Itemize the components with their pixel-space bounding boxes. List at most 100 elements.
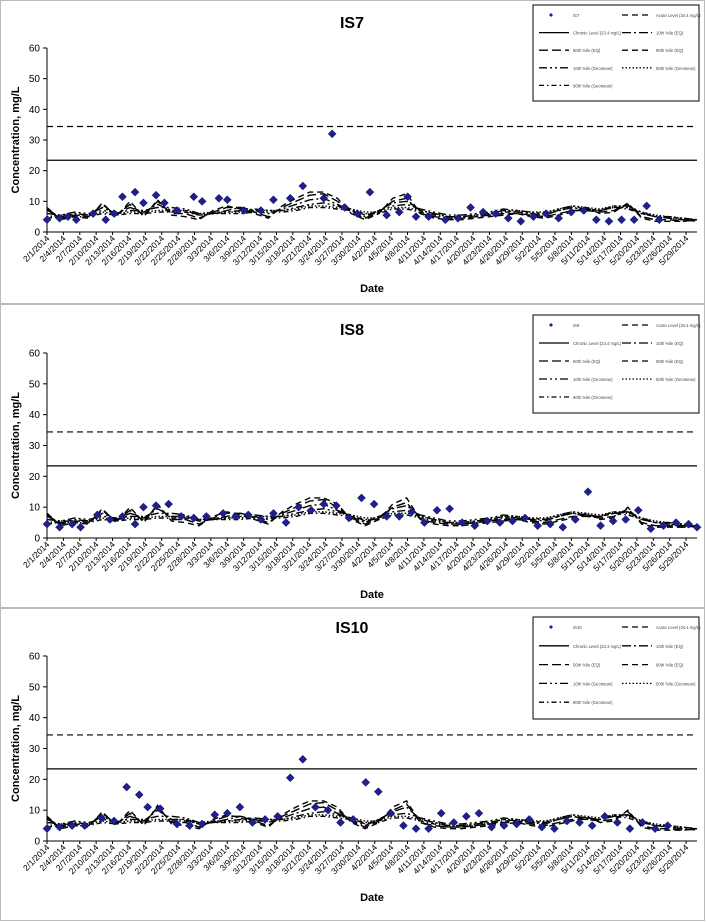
- x-axis-label: Date: [360, 892, 384, 904]
- observed-point: [646, 524, 656, 534]
- observed-point: [151, 190, 161, 200]
- observed-point: [235, 802, 245, 812]
- observed-point: [67, 821, 77, 830]
- observed-point: [197, 196, 207, 206]
- y-tick-label: 60: [29, 652, 41, 663]
- observed-point: [487, 822, 496, 832]
- observed-point: [617, 215, 626, 225]
- observed-point: [42, 824, 52, 834]
- chart-title: IS8: [340, 322, 364, 339]
- observed-point: [470, 521, 480, 531]
- observed-point: [508, 516, 517, 526]
- y-axis-label: Concentration, mg/L: [10, 86, 22, 193]
- observed-point: [134, 790, 144, 800]
- observed-point: [151, 501, 161, 510]
- observed-point: [382, 512, 392, 521]
- observed-point: [256, 206, 266, 215]
- observed-point: [663, 821, 672, 830]
- observed-point: [629, 215, 639, 225]
- observed-point: [269, 508, 278, 518]
- observed-point: [466, 203, 475, 212]
- legend-label: 50th %ile (Geomean): [656, 681, 696, 686]
- observed-point: [298, 754, 308, 764]
- y-tick-label: 40: [29, 105, 41, 116]
- observed-point: [239, 206, 249, 215]
- observed-point: [558, 522, 568, 532]
- legend-label: 50th %ile (EQ): [573, 663, 601, 668]
- observed-point: [189, 192, 199, 202]
- observed-point: [403, 192, 412, 202]
- observed-point: [256, 515, 266, 524]
- chart-panel-is8: IS8 0 10 20 30 40 50 60 Concentration, mg/L 2/1/2…: [0, 304, 705, 608]
- observed-point: [306, 505, 316, 515]
- y-tick-label: 40: [29, 713, 41, 724]
- observed-point: [373, 787, 383, 797]
- y-tick-label: 30: [29, 744, 41, 755]
- chart-panel-is10: IS10 0 10 20 30 40 50 60 Concentration, mg/L 2/1/…: [0, 608, 705, 921]
- legend-label: Chronic Level (23.4 mg/L): [573, 644, 622, 649]
- legend-label: 90th %ile (EQ): [656, 359, 684, 364]
- observed-point: [97, 813, 106, 823]
- observed-point: [101, 215, 111, 225]
- observed-point: [319, 499, 329, 509]
- observed-point: [248, 818, 257, 827]
- y-tick-label: 0: [34, 228, 40, 239]
- observed-point: [495, 518, 505, 527]
- observed-point: [600, 811, 610, 821]
- observed-point: [172, 206, 182, 215]
- series-line-90th-ile-eq: [46, 191, 698, 223]
- observed-point: [210, 810, 220, 820]
- observed-point: [76, 522, 85, 532]
- y-tick-label: 30: [29, 441, 41, 452]
- legend-label: Chronic Level (23.4 mg/L): [573, 341, 622, 346]
- observed-point: [285, 193, 295, 203]
- observed-point: [482, 516, 492, 526]
- legend-label: 90th %ile (EQ): [656, 663, 684, 668]
- y-tick-label: 10: [29, 503, 41, 514]
- series-line-50th-ile-geomean: [46, 814, 698, 830]
- legend-marker: [549, 13, 553, 17]
- y-tick-label: 0: [34, 534, 40, 545]
- legend-label: 50th %ile (EQ): [573, 359, 601, 364]
- observed-point: [336, 818, 345, 827]
- observed-point: [537, 822, 547, 832]
- series-line-90th-ile-geomean: [46, 815, 698, 831]
- observed-point: [684, 519, 693, 529]
- observed-point: [499, 821, 509, 830]
- y-tick-label: 60: [29, 349, 41, 360]
- series-line-90th-ile-eq: [46, 800, 698, 831]
- observed-point: [512, 819, 522, 829]
- observed-point: [453, 213, 463, 223]
- observed-point: [243, 510, 253, 520]
- legend-label: 90th %ile (Geomean): [573, 395, 613, 400]
- observed-point: [143, 802, 152, 812]
- observed-point: [231, 512, 241, 521]
- legend: IS7 Acute Level (34.4 mg/L) Chronic Level …: [532, 4, 701, 102]
- observed-point: [399, 821, 408, 830]
- y-tick-label: 20: [29, 472, 41, 483]
- observed-point: [109, 209, 119, 218]
- observed-point: [352, 209, 362, 218]
- y-tick-label: 50: [29, 379, 41, 390]
- chart-panel-is7: IS7 0 10 20 30 40 50 60 Concentration, mg/L 2/1/2…: [0, 0, 705, 304]
- observed-point: [462, 811, 471, 821]
- observed-point: [109, 816, 119, 826]
- observed-point: [189, 513, 199, 523]
- observed-point: [218, 508, 228, 518]
- observed-point: [562, 816, 572, 826]
- observed-point: [139, 198, 148, 208]
- observed-point: [55, 822, 64, 832]
- observed-point: [122, 782, 132, 792]
- observed-point: [659, 521, 668, 531]
- observed-point: [185, 821, 194, 830]
- x-axis-label: Date: [360, 589, 384, 601]
- legend-label: Acute Level (34.4 mg/L): [656, 13, 701, 18]
- observed-point: [382, 210, 392, 220]
- series-line-50th-ile-geomean: [46, 511, 698, 527]
- legend: IS8 Acute Level (34.4 mg/L) Chronic Level …: [532, 314, 701, 414]
- observed-point: [222, 195, 232, 205]
- legend-marker: [549, 625, 553, 629]
- observed-point: [571, 515, 580, 524]
